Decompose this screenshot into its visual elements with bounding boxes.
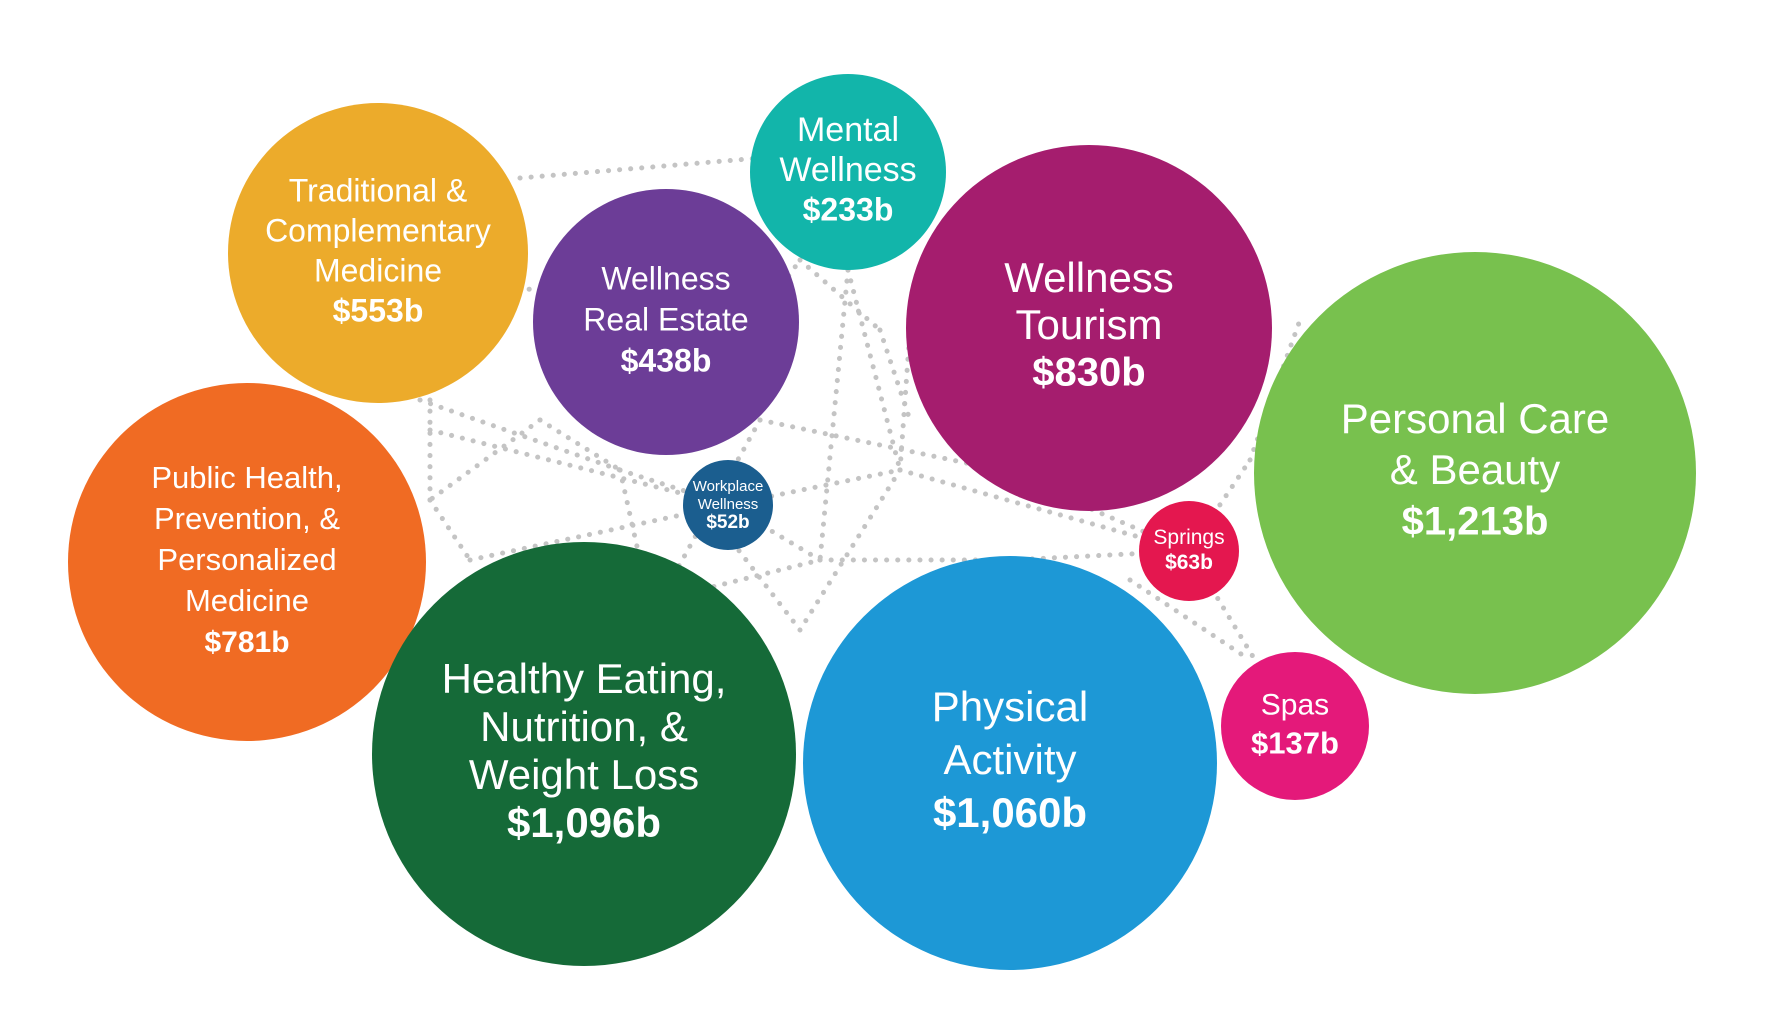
bubble-circle-mental xyxy=(750,74,946,270)
connector-dots-29 xyxy=(427,417,543,503)
bubble-label-healthy-eating-line-0: Healthy Eating, xyxy=(442,655,727,702)
connector-dots-6 xyxy=(617,467,643,563)
connector-dots-18 xyxy=(657,417,763,603)
connector-dots-14 xyxy=(1007,548,1192,563)
bubble-circle-real-estate xyxy=(533,189,799,455)
bubble-label-traditional-line-0: Traditional & xyxy=(289,172,467,208)
connector-dots-26 xyxy=(797,257,883,333)
bubble-label-personal-care-line-1: & Beauty xyxy=(1390,446,1560,493)
bubble-circle-traditional xyxy=(228,103,528,403)
bubble-circle-healthy-eating xyxy=(372,542,796,966)
bubble-value-public-health: $781b xyxy=(204,626,289,659)
bubble-value-real-estate: $438b xyxy=(621,342,712,378)
bubble-physical: Physical Activity $1,060b xyxy=(803,556,1217,970)
connector-dots-7 xyxy=(725,467,903,508)
bubble-label-real-estate-line-1: Real Estate xyxy=(583,301,748,337)
connector-dots-2 xyxy=(427,427,731,508)
bubble-label-springs-line-0: Springs xyxy=(1153,526,1224,549)
connector-dots-9 xyxy=(897,327,913,473)
bubble-value-springs: $63b xyxy=(1165,551,1213,574)
bubble-label-physical-line-1: Activity xyxy=(943,736,1076,783)
bubble-circle-springs xyxy=(1139,501,1239,601)
connector-dots-23 xyxy=(1186,457,1253,554)
bubble-label-public-health-line-1: Prevention, & xyxy=(154,501,340,536)
connector-dots-16 xyxy=(1127,577,1253,663)
bubble-label-traditional-line-2: Medicine xyxy=(314,252,442,288)
bubble-value-tourism: $830b xyxy=(1032,351,1145,395)
bubble-value-physical: $1,060b xyxy=(933,789,1087,836)
bubble-label-public-health-line-2: Personalized xyxy=(157,542,336,577)
bubble-traditional: Traditional & Complementary Medicine $553b xyxy=(228,103,528,403)
bubble-public-health: Public Health, Prevention, & Personalized M… xyxy=(68,383,426,741)
bubble-label-real-estate-line-0: Wellness xyxy=(601,260,730,296)
connector-dots-10 xyxy=(845,267,903,473)
bubble-personal-care: Personal Care& Beauty $1,213b xyxy=(1254,252,1696,694)
bubble-circle-personal-care xyxy=(1254,252,1696,694)
bubble-value-mental: $233b xyxy=(803,191,894,227)
bubble-label-tourism-line-0: Wellness xyxy=(1004,254,1174,301)
bubble-label-physical-line-0: Physical xyxy=(932,683,1088,730)
bubble-group: Traditional & Complementary Medicine $553b M… xyxy=(68,74,1696,970)
bubble-circle-workplace xyxy=(683,460,773,550)
bubble-circle-public-health xyxy=(68,383,426,741)
bubble-circle-physical xyxy=(803,556,1217,970)
bubble-label-healthy-eating-line-1: Nutrition, & xyxy=(480,703,688,750)
connector-dots-30 xyxy=(427,497,473,563)
bubble-label-mental-line-1: Wellness xyxy=(779,151,916,189)
bubble-circle-tourism xyxy=(906,145,1272,511)
bubble-healthy-eating: Healthy Eating,Nutrition, &Weight Loss$1… xyxy=(372,542,796,966)
bubble-value-healthy-eating: $1,096b xyxy=(507,799,661,846)
connector-dots-28 xyxy=(537,417,623,473)
connector-dots-27 xyxy=(877,327,913,423)
bubble-label-traditional-line-1: Complementary xyxy=(265,212,491,248)
bubble-value-personal-care: $1,213b xyxy=(1402,500,1549,544)
bubble-label-personal-care-line-0: Personal Care xyxy=(1341,395,1609,442)
bubble-label-spas-line-0: Spas xyxy=(1261,688,1329,721)
bubble-label-public-health-line-0: Public Health, xyxy=(151,460,342,495)
bubble-label-healthy-eating-line-2: Weight Loss xyxy=(469,751,699,798)
connector-dots-4 xyxy=(417,397,623,473)
connector-dots-0 xyxy=(517,155,763,181)
bubble-real-estate: Wellness Real Estate $438b xyxy=(533,189,799,455)
bubble-label-tourism-line-1: Tourism xyxy=(1015,301,1162,348)
bubble-value-traditional: $553b xyxy=(333,292,424,328)
bubble-value-spas: $137b xyxy=(1251,726,1339,761)
connector-dots-21 xyxy=(797,467,903,633)
bubble-label-mental-line-0: Mental xyxy=(797,111,899,149)
bubble-label-workplace-line-0: Workplace xyxy=(693,478,764,495)
connector-dots-11 xyxy=(817,267,851,563)
bubble-value-workplace: $52b xyxy=(706,512,749,533)
bubble-label-workplace-line-1: Wellness xyxy=(698,496,759,513)
connector-dots-5 xyxy=(617,467,731,508)
connector-network xyxy=(375,155,1303,729)
bubble-springs: Springs$63b xyxy=(1139,501,1239,601)
connector-dots-17 xyxy=(757,417,1003,473)
bubble-spas: Spas $137b xyxy=(1221,652,1369,800)
bubble-circle-spas xyxy=(1221,652,1369,800)
bubble-label-public-health-line-3: Medicine xyxy=(185,583,309,618)
